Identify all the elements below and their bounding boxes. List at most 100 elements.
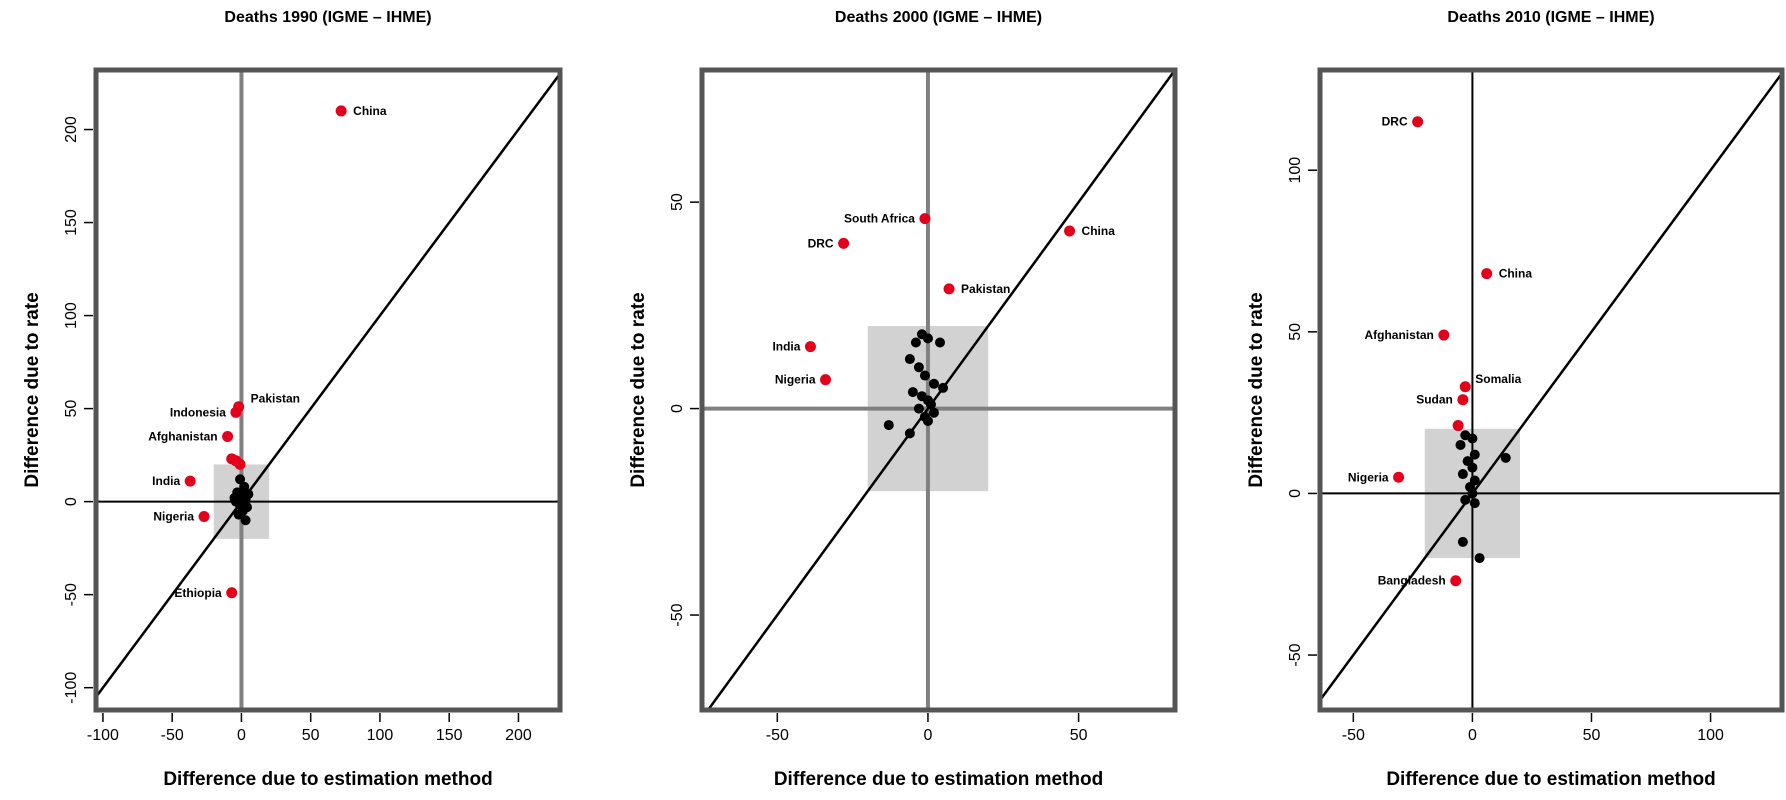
point-label-3: Afghanistan [1364,328,1433,342]
x-tick-label-2: -50 [161,727,184,744]
panel-title: Deaths 2010 (IGME – IHME) [1447,9,1654,26]
highlight-point-1 [919,213,931,225]
panel-2: South Africa DRC China Pakistan India Nigeria… [628,9,1178,790]
point-label-2: Pakistan [251,392,300,406]
y-tick-label-1: -50 [1287,643,1304,666]
point-label-8: Bangladesh [1378,574,1446,588]
point-label-8: India [152,474,180,488]
highlight-point-4 [222,431,234,443]
point-label-3: Indonesia [170,405,226,419]
highlight-point-5 [1457,394,1469,406]
y-tick-label-7: 200 [63,116,80,143]
y-tick-label-3: 0 [63,497,80,506]
point-label-4: Somalia [1475,372,1521,386]
highlight-point-1 [335,105,347,117]
x-axis-label: Difference due to estimation method [774,769,1103,790]
data-point-15 [1474,553,1485,564]
y-tick-label-1: -50 [669,603,686,626]
data-point-15 [243,489,254,500]
point-label-7: Nigeria [1348,470,1389,484]
x-tick-label-1: -50 [1342,727,1365,744]
data-point-10 [907,387,918,398]
x-tick-label-4: 50 [302,727,320,744]
data-point-5 [904,354,915,365]
data-point-1 [235,474,246,485]
data-point-13 [233,509,244,520]
x-axis-label: Difference due to estimation method [1386,769,1715,790]
y-tick-label-1: -100 [63,672,80,704]
plot-frame [93,67,563,713]
point-label-5: Sudan [1416,393,1453,407]
y-axis-label: Difference due to rate [628,292,649,487]
highlight-point-1 [1412,116,1424,128]
y-tick-label-2: 0 [1287,489,1304,498]
point-label-4: Pakistan [961,282,1010,296]
point-label-1: China [353,104,387,118]
data-point-11 [1460,494,1471,505]
highlight-point-9 [198,511,210,523]
x-tick-label-3: 50 [1583,727,1601,744]
point-label-3: China [1082,224,1116,238]
data-point-16 [229,492,240,503]
data-point-4 [1469,449,1480,460]
data-point-10 [1467,488,1478,499]
panel-title: Deaths 1990 (IGME – IHME) [224,9,431,26]
panel-title: Deaths 2000 (IGME – IHME) [835,9,1042,26]
data-point-13 [1500,452,1511,463]
x-axis-label: Difference due to estimation method [163,769,492,790]
highlight-point-7 [234,458,246,470]
highlight-point-2 [1481,268,1493,280]
point-label-1: South Africa [844,212,915,226]
highlight-point-4 [1459,381,1471,393]
point-label-1: DRC [1382,115,1408,129]
data-point-6 [913,362,924,373]
y-tick-label-2: -50 [63,583,80,606]
highlight-point-6 [1452,420,1464,432]
plot-frame [1317,67,1785,713]
y-tick-label-3: 50 [1287,323,1304,341]
y-axis-label: Difference due to rate [1246,292,1267,487]
x-tick-label-1: -50 [766,727,789,744]
y-axis-label: Difference due to rate [22,292,43,487]
data-point-3 [1455,439,1466,450]
x-tick-label-4: 100 [1697,727,1724,744]
x-tick-label-6: 150 [436,727,463,744]
highlight-point-8 [1450,575,1462,587]
point-label-6: Nigeria [775,373,816,387]
data-point-6 [1467,462,1478,473]
x-tick-label-2: 0 [924,727,933,744]
data-point-14 [913,403,924,414]
plot-frame [699,67,1178,713]
highlight-point-6 [820,374,832,386]
data-point-1 [910,337,921,348]
y-tick-label-5: 100 [63,302,80,329]
x-tick-label-5: 100 [367,727,394,744]
data-point-18 [904,428,915,439]
data-point-17 [883,420,894,431]
point-label-2: China [1499,267,1533,281]
data-point-12 [1469,498,1480,509]
panel-3: DRC China Afghanistan Somalia Sudan Nigeria Ba… [1246,9,1785,790]
x-tick-label-2: 0 [1468,727,1477,744]
data-point-14 [240,515,251,526]
point-label-5: India [772,340,800,354]
highlight-point-2 [838,237,850,249]
panel-1: China Pakistan Indonesia Afghanistan India Ni… [22,9,563,790]
data-point-19 [922,415,933,426]
highlight-point-7 [1393,471,1405,483]
y-tick-label-2: 0 [669,404,686,413]
data-point-7 [919,370,930,381]
data-point-3 [922,333,933,344]
data-point-7 [1457,469,1468,480]
x-tick-label-3: 50 [1070,727,1088,744]
y-tick-label-4: 50 [63,400,80,418]
point-label-10: Ethiopia [174,586,222,600]
highlight-point-3 [1064,225,1076,237]
data-point-4 [935,337,946,348]
data-point-15 [928,407,939,418]
x-tick-label-1: -100 [87,727,119,744]
data-point-13 [925,399,936,410]
identity-line [94,72,562,698]
x-tick-label-7: 200 [505,727,532,744]
